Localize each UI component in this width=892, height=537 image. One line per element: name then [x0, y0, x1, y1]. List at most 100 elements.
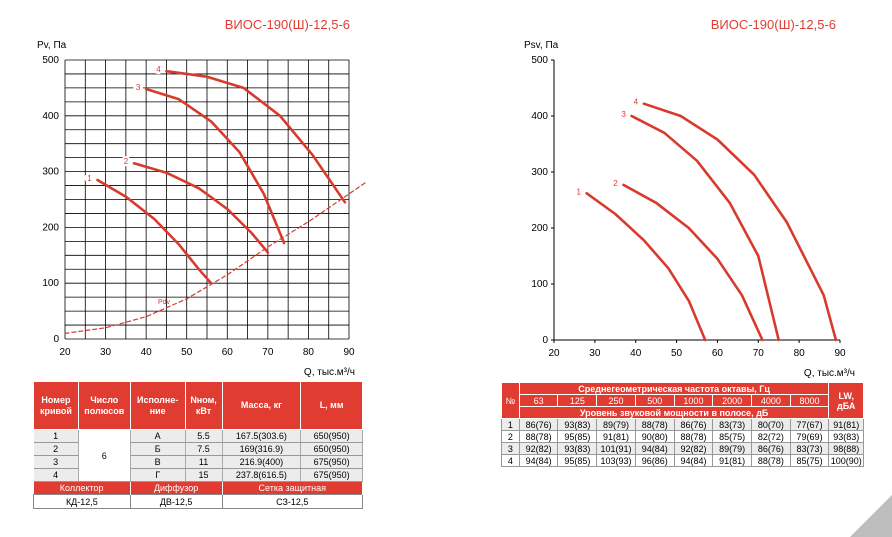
cell-mass: 216.9(400) — [222, 455, 302, 469]
accessories-value-row: КД-12,5 ДВ-12,5 СЗ-12,5 — [33, 494, 363, 509]
cell-lw: 91(81) — [828, 418, 864, 431]
series-line-pdv — [64, 182, 366, 334]
series-group — [585, 102, 838, 342]
table-row: 3 92(82) 93(83) 101(91) 94(84) 92(82) 89(79) 86… — [501, 442, 864, 455]
cell-level: 85(75) — [712, 430, 752, 443]
y-tick-label: 400 — [531, 111, 548, 122]
cell-power: 11 — [185, 455, 223, 469]
chart-title: ВИОС-190(Ш)-12,5-6 — [711, 17, 836, 32]
page-corner-decoration — [850, 495, 892, 537]
curve-number-label: 3 — [621, 110, 626, 119]
cell-level: 93(83) — [557, 442, 598, 455]
x-tick-label: 60 — [222, 347, 234, 358]
cell-level: 93(83) — [557, 418, 598, 431]
table-row: 4 Г 15 237.8(616.5) 675(950) — [33, 468, 363, 482]
curve-number-label: 4 — [156, 65, 161, 74]
cell-level: 88(78) — [518, 430, 559, 443]
x-tick-label: 50 — [671, 348, 683, 359]
cell-level: 83(73) — [712, 418, 752, 431]
cell-level: 95(85) — [557, 454, 598, 467]
table-row: 1 6 А 5.5 167.5(303.6) 650(950) — [33, 429, 363, 482]
cell-mass: 167.5(303.6) — [222, 429, 302, 443]
series-line-4 — [165, 69, 347, 204]
cell-lw: 100(90) — [828, 454, 864, 467]
cell-level: 103(93) — [596, 454, 636, 467]
table-row: 4 94(84) 95(85) 103(93) 96(86) 94(84) 91(81) 88… — [501, 454, 864, 467]
cell-level: 95(85) — [557, 430, 598, 443]
cell-exec: Б — [130, 442, 186, 456]
y-tick-label: 300 — [531, 167, 548, 178]
cell-level: 88(78) — [634, 418, 675, 431]
header-poles: Число полюсов — [77, 381, 131, 430]
cell-level: 89(79) — [596, 418, 636, 431]
freq-cell: 500 — [634, 394, 675, 407]
x-tick-label: 20 — [59, 347, 71, 358]
accessories-header-row: Коллектор Диффузор Сетка защитная — [33, 481, 363, 495]
header-num: № — [501, 382, 520, 419]
cell-level: 94(84) — [518, 454, 559, 467]
level-row: Уровень звуковой мощности в полосе, дБ — [502, 406, 864, 419]
cell-collector: КД-12,5 — [33, 494, 131, 509]
cell-num: 2 — [501, 430, 520, 443]
header-collector: Коллектор — [33, 481, 131, 495]
freq-cell: 125 — [557, 394, 598, 407]
series-line-3 — [144, 87, 286, 245]
series-line-2 — [622, 183, 764, 342]
cell-num: 3 — [33, 455, 79, 469]
cell-grid: СЗ-12,5 — [221, 494, 363, 509]
cell-num: 2 — [33, 442, 79, 456]
header-level: Уровень звуковой мощности в полосе, дБ — [518, 406, 830, 419]
cell-lw: 93(83) — [828, 430, 864, 443]
table-row: 2 Б 7.5 169(316.9) 650(950) — [33, 442, 363, 456]
cell-num: 3 — [501, 442, 520, 455]
cell-level: 85(75) — [789, 454, 830, 467]
y-tick-label: 300 — [42, 167, 59, 178]
curve-label-bg — [84, 172, 95, 183]
cell-power: 15 — [185, 468, 223, 482]
cell-level: 94(84) — [673, 454, 714, 467]
series-group — [64, 69, 366, 334]
cell-level: 83(73) — [789, 442, 830, 455]
axis-ticks: 20 30 40 50 60 70 80 90 0 100 200 300 400 500 — [42, 55, 355, 358]
cell-level: 89(79) — [712, 442, 752, 455]
x-tick-label: 60 — [712, 348, 724, 359]
cell-level: 96(86) — [634, 454, 675, 467]
x-tick-label: 80 — [303, 347, 315, 358]
series-line-1 — [585, 192, 707, 342]
cell-level: 92(82) — [673, 442, 714, 455]
table-header-row: № Среднегеометрическая частота октавы, Г… — [501, 382, 864, 419]
cell-num: 1 — [33, 429, 79, 443]
cell-diffuser: ДВ-12,5 — [129, 494, 223, 509]
y-axis-label: Pv, Па — [37, 40, 67, 51]
x-tick-label: 40 — [141, 347, 153, 358]
pdv-label: Pdv — [158, 299, 171, 306]
freq-cell: 8000 — [789, 394, 830, 407]
y-axis-label: Psv, Па — [524, 40, 559, 51]
freq-cell: 63 — [518, 394, 559, 407]
cell-length: 675(950) — [300, 455, 363, 469]
cell-exec: В — [130, 455, 186, 469]
series-line-1 — [96, 178, 213, 285]
x-tick-label: 90 — [343, 347, 355, 358]
cell-level: 86(76) — [518, 418, 559, 431]
cell-num: 4 — [501, 454, 520, 467]
x-tick-label: 70 — [262, 347, 274, 358]
header-execution: Исполне-ние — [129, 381, 186, 430]
x-axis-label: Q, тыс.м³/ч — [804, 368, 855, 379]
y-tick-label: 500 — [531, 55, 548, 66]
y-tick-label: 0 — [542, 335, 548, 346]
cell-level: 86(76) — [673, 418, 714, 431]
x-tick-label: 80 — [794, 348, 806, 359]
cell-exec: А — [130, 429, 186, 443]
freq-cell: 1000 — [673, 394, 714, 407]
cell-level: 82(72) — [751, 430, 791, 443]
y-tick-label: 100 — [531, 279, 548, 290]
cell-mass: 237.8(616.5) — [222, 468, 302, 482]
left-pressure-chart: ВИОС-190(Ш)-12,5-6 Pv, Па Q, тыс.м³/ч 20… — [37, 17, 366, 378]
cell-level: 88(78) — [673, 430, 714, 443]
table-header-row: Номер кривой Число полюсов Исполне-ние N… — [33, 381, 363, 430]
sound-table-body: 1 86(76) 93(83) 89(79) 88(78) 86(76) 83(73) 80(… — [501, 418, 864, 467]
cell-lw: 98(88) — [828, 442, 864, 455]
header-grid: Сетка защитная — [222, 481, 363, 495]
curve-number-label: 1 — [87, 174, 92, 183]
